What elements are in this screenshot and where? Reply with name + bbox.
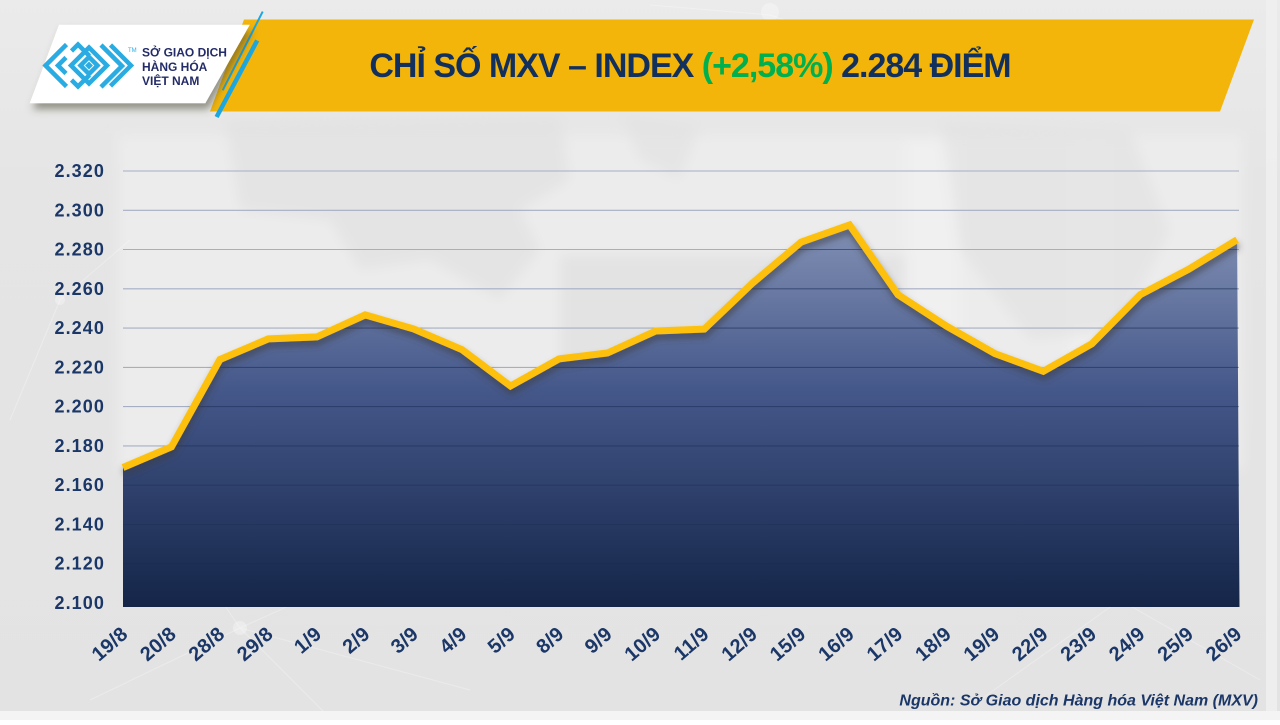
svg-text:SỞ GIAO DỊCH: SỞ GIAO DỊCH [142, 45, 227, 60]
svg-text:2.220: 2.220 [54, 357, 105, 377]
svg-text:TM: TM [128, 48, 137, 54]
svg-text:2.160: 2.160 [54, 475, 105, 495]
svg-text:2.240: 2.240 [54, 318, 105, 338]
svg-text:2.180: 2.180 [54, 436, 105, 456]
svg-text:2.320: 2.320 [54, 161, 105, 181]
svg-text:CHỈ SỐ MXV – INDEX (+2,58%) 2.: CHỈ SỐ MXV – INDEX (+2,58%) 2.284 ĐIỂM [369, 46, 1010, 85]
svg-text:HÀNG HÓA: HÀNG HÓA [142, 59, 208, 74]
svg-text:2.140: 2.140 [54, 515, 105, 535]
svg-text:2.100: 2.100 [54, 593, 105, 613]
svg-text:2.280: 2.280 [54, 240, 105, 260]
svg-text:Nguồn: Sở Giao dịch Hàng hóa V: Nguồn: Sở Giao dịch Hàng hóa Việt Nam (M… [899, 693, 1258, 710]
svg-text:2.200: 2.200 [54, 397, 105, 417]
svg-text:2.260: 2.260 [54, 279, 105, 299]
svg-text:2.120: 2.120 [54, 554, 105, 574]
svg-text:2.300: 2.300 [54, 200, 105, 220]
svg-text:VIỆT NAM: VIỆT NAM [142, 73, 199, 88]
